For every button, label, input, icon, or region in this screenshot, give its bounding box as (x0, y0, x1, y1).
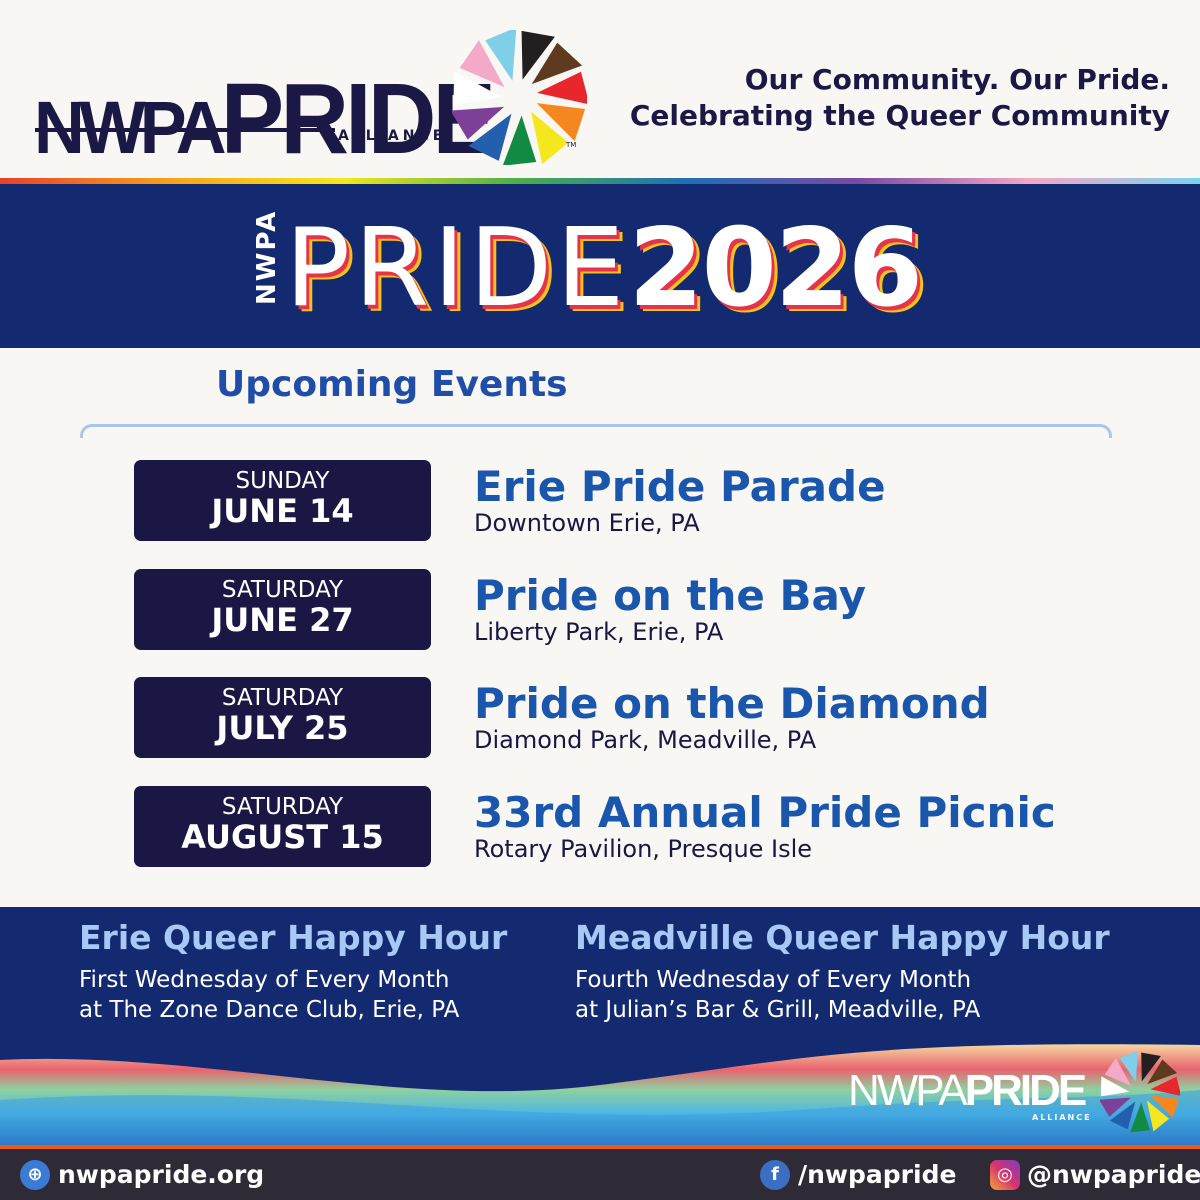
happy-hour-title: Meadville Queer Happy Hour (575, 918, 1110, 957)
petal (536, 103, 586, 142)
happy-hour-venue: at Julian’s Bar & Grill, Meadville, PA (575, 997, 981, 1023)
happy-hour-schedule: Fourth Wednesday of Every Month (575, 967, 972, 993)
orange-divider (0, 1145, 1200, 1149)
petal (1141, 1052, 1161, 1082)
petal (1104, 1057, 1132, 1086)
rainbow-stripe (0, 178, 1200, 184)
event-title: Pride on the Diamond (474, 679, 990, 728)
footer-logo-pride: PRIDE (964, 1066, 1087, 1115)
petal (1150, 1076, 1180, 1097)
event-date-badge: SATURDAY JULY 25 (134, 677, 431, 758)
event-date-badge: SATURDAY JUNE 27 (134, 568, 431, 650)
event-date: JUNE 27 (211, 600, 354, 639)
tagline-line-1: Our Community. Our Pride. (744, 63, 1170, 96)
logo-pride: PRIDE (220, 63, 496, 175)
event-title: Pride on the Bay (474, 570, 866, 620)
website-link[interactable]: nwpapride.org (58, 1160, 265, 1189)
tagline: Our Community. Our Pride. Celebrating the… (630, 62, 1170, 134)
event-location: Diamond Park, Meadville, PA (474, 726, 817, 754)
instagram-icon: ◎ (990, 1160, 1020, 1190)
event-location: Liberty Park, Erie, PA (474, 617, 724, 646)
event-day: SATURDAY (221, 685, 344, 711)
header (0, 0, 1200, 178)
petal (531, 111, 569, 165)
event-title: 33rd Annual Pride Picnic (474, 787, 1056, 837)
petal (485, 30, 517, 81)
event-date-badge: SUNDAY JUNE 14 (134, 460, 431, 541)
petal (1119, 1052, 1139, 1083)
banner-prefix: NWPA (252, 209, 282, 305)
footer-logo-nwpa: NWPA (848, 1066, 968, 1115)
footer-logo: NWPAPRIDE (848, 1066, 1087, 1116)
footer-flower-logo-icon (1100, 1052, 1180, 1132)
trademark: TM (566, 141, 577, 149)
rainbow-wave-graphic (0, 1044, 1200, 1145)
petal (1109, 1101, 1136, 1130)
globe-icon: ⊕ (20, 1160, 50, 1190)
section-title: Upcoming Events (216, 364, 568, 405)
happy-hour-meadville: Meadville Queer Happy Hour Fourth Wednes… (575, 918, 1110, 1025)
happy-hour-venue: at The Zone Dance Club, Erie, PA (79, 997, 460, 1023)
event-date: JULY 25 (216, 709, 349, 747)
petal (502, 115, 537, 165)
petal (459, 40, 505, 88)
event-day: SATURDAY (221, 576, 344, 603)
banner-pride: PRIDE (285, 206, 629, 331)
petal (1146, 1100, 1170, 1132)
facebook-icon: f (760, 1160, 790, 1190)
happy-hour-title: Erie Queer Happy Hour (79, 918, 508, 957)
event-title: Erie Pride Parade (474, 462, 886, 511)
petal (452, 106, 504, 140)
petal (1130, 1102, 1150, 1132)
petal (1100, 1076, 1130, 1097)
instagram-link[interactable]: @nwpapride (1027, 1160, 1200, 1189)
tagline-line-2: Celebrating the Queer Community (629, 99, 1170, 132)
petal (1100, 1097, 1131, 1117)
happy-hour-schedule: First Wednesday of Every Month (79, 967, 450, 993)
logo-underline (35, 128, 335, 132)
petal (1147, 1059, 1178, 1085)
logo-wordmark: NWPAPRIDE (34, 62, 496, 177)
petal (531, 42, 583, 85)
event-date-badge: SATURDAY AUGUST 15 (134, 785, 431, 867)
petal (468, 113, 512, 161)
event-date: JUNE 14 (211, 492, 354, 530)
event-location: Downtown Erie, PA (474, 509, 700, 537)
pride-flower-logo-icon (452, 30, 587, 165)
facebook-link[interactable]: /nwpapride (798, 1160, 957, 1189)
event-location: Rotary Pavilion, Presque Isle (474, 834, 813, 863)
petal (1150, 1095, 1179, 1118)
event-day: SATURDAY (221, 793, 344, 820)
footer-logo-alliance: ALLIANCE (1032, 1113, 1092, 1122)
logo-alliance: ALLIANCE (338, 128, 447, 144)
petal (453, 71, 502, 105)
petal (521, 30, 555, 80)
banner-title: PRIDE2026 (285, 206, 923, 331)
event-date: AUGUST 15 (181, 817, 384, 856)
banner-year: 2026 (628, 206, 923, 331)
petal (537, 71, 587, 105)
pride-banner (0, 184, 1200, 348)
happy-hour-erie: Erie Queer Happy Hour First Wednesday of… (79, 918, 507, 1025)
section-divider (80, 424, 1112, 438)
logo-nwpa: NWPA (34, 86, 226, 169)
event-day: SUNDAY (235, 468, 330, 494)
